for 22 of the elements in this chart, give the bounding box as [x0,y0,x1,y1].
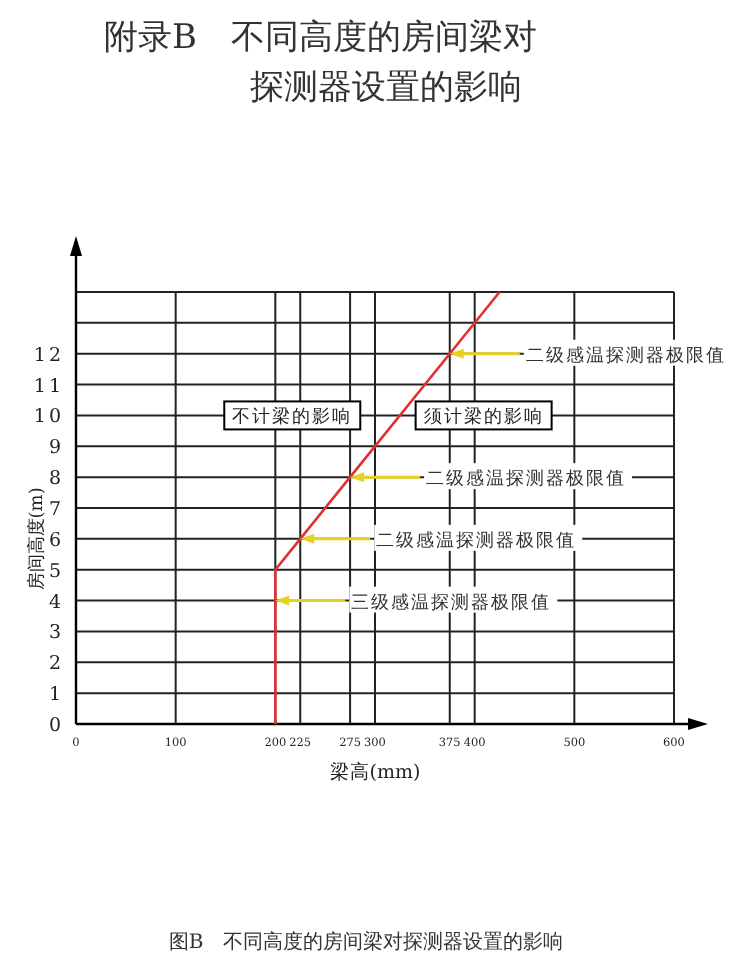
annotation: 须计梁的影响 [423,406,544,429]
y-tick-label: 7 [48,499,64,521]
y-tick-label: 5 [48,560,64,583]
annotation: 三级感温探测器极限值 [351,591,552,614]
y-tick-label: 11 [33,375,64,398]
y-tick-label: 8 [48,468,64,491]
y-tick-label: 2 [48,653,64,676]
title: 附录B 不同高度的房间梁对探测器设置的影响 [104,18,537,108]
annotation: 二级感温探测器极限值 [376,529,577,552]
y-tick-label: 4 [48,591,64,614]
y-tick-label: 3 [48,622,64,645]
annotation: 二级感温探测器极限值 [426,468,627,491]
annotation: 不计梁的影响 [232,406,353,429]
text: 图B 不同高度的房间梁对探测器设置的影响 [168,930,564,954]
y-tick-label: 10 [33,406,64,429]
annotation: 二级感温探测器极限值 [525,344,726,367]
y-tick-label: 6 [48,529,64,552]
y-tick-label: 12 [33,344,64,367]
y-tick-label: 1 [48,684,64,707]
y-axis-title: 房间高度(m) [26,487,48,591]
x-axis-title: 梁高(mm) [329,760,421,784]
y-tick-label: 9 [48,437,64,460]
